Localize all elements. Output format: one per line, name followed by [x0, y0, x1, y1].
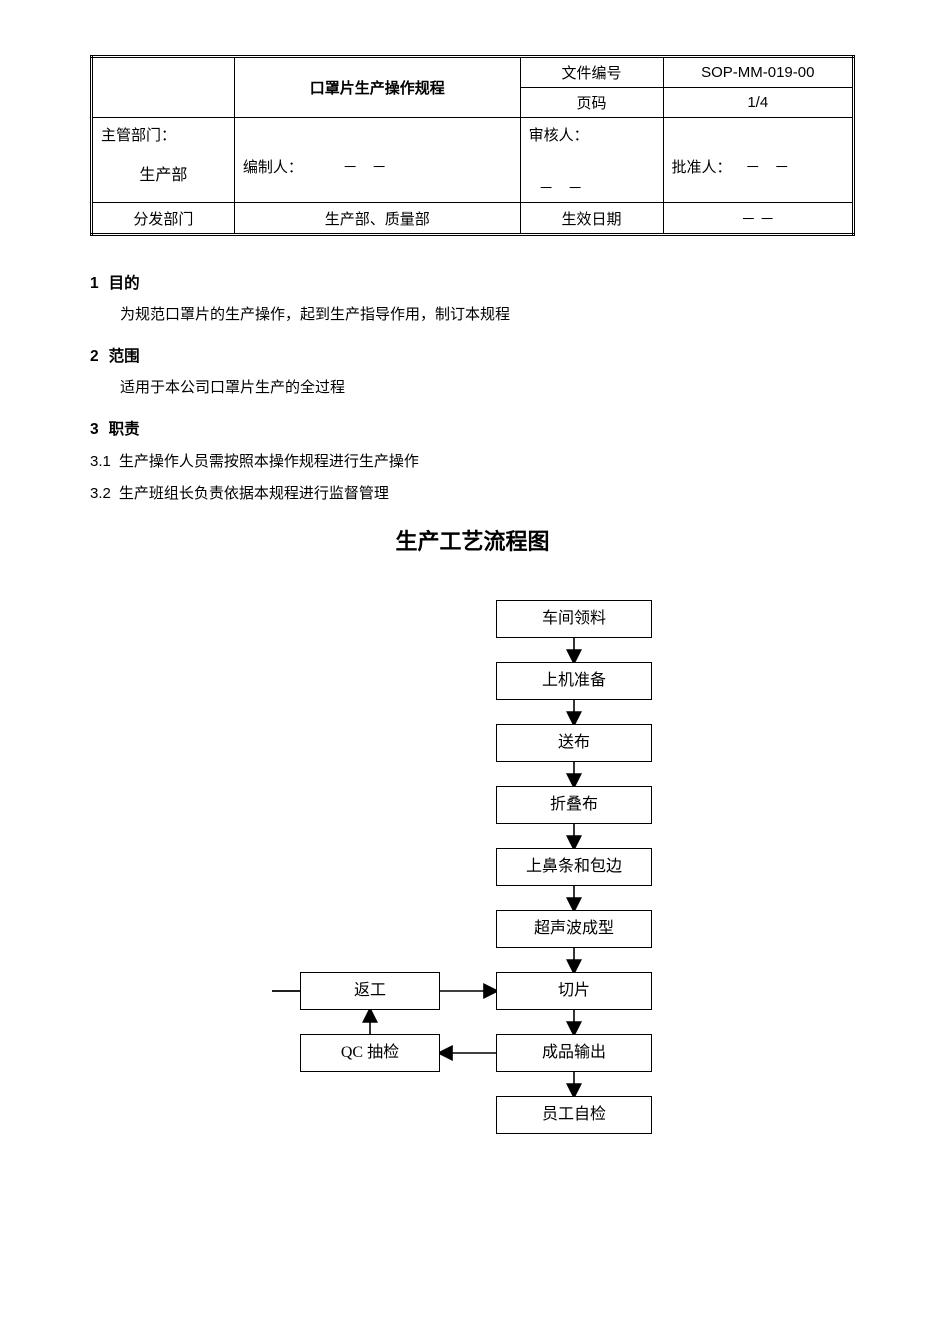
- doc-title: 口罩片生产操作规程: [234, 57, 520, 118]
- section-3-1: 3.1生产操作人员需按照本操作规程进行生产操作: [90, 450, 855, 474]
- reviewed-cell: 审核人： －－: [520, 118, 663, 203]
- flow-node-n2: 上机准备: [496, 662, 652, 700]
- flow-node-n8: 成品输出: [496, 1034, 652, 1072]
- flowchart-container: 车间领料上机准备送布折叠布上鼻条和包边超声波成型切片成品输出员工自检 QC 抽检 返…: [90, 590, 855, 1270]
- approved-label: 批准人：: [672, 160, 732, 176]
- section-1-body: 为规范口罩片的生产操作，起到生产指导作用，制订本规程: [120, 303, 855, 327]
- dist-label: 分发部门: [92, 203, 235, 235]
- section-3-1-text: 生产操作人员需按照本操作规程进行生产操作: [119, 454, 419, 470]
- section-3-2: 3.2生产班组长负责依据本规程进行监督管理: [90, 482, 855, 506]
- section-2-title: 范围: [109, 348, 140, 365]
- prepared-cell: 编制人： －－: [234, 118, 520, 203]
- page-value: 1/4: [663, 88, 854, 118]
- doc-no-value: SOP-MM-019-00: [663, 57, 854, 88]
- doc-no-label: 文件编号: [520, 57, 663, 88]
- flowchart-svg: [90, 590, 855, 1270]
- flow-node-n5: 上鼻条和包边: [496, 848, 652, 886]
- flow-node-n4: 折叠布: [496, 786, 652, 824]
- flow-node-n3: 送布: [496, 724, 652, 762]
- flow-node-n7: 切片: [496, 972, 652, 1010]
- dist-value: 生产部、质量部: [234, 203, 520, 235]
- page-label: 页码: [520, 88, 663, 118]
- prepared-dash: －－: [343, 156, 401, 177]
- dept-value: 生产部: [101, 161, 226, 185]
- flow-node-n6: 超声波成型: [496, 910, 652, 948]
- flow-node-n9: 员工自检: [496, 1096, 652, 1134]
- reviewed-label: 审核人：: [529, 128, 589, 144]
- section-1-head: 1目的: [90, 272, 855, 297]
- dept-label: 主管部门：: [101, 128, 176, 144]
- section-2-body: 适用于本公司口罩片生产的全过程: [120, 376, 855, 400]
- flow-node-qc: QC 抽检: [300, 1034, 440, 1072]
- flow-node-rw: 返工: [300, 972, 440, 1010]
- header-table: 口罩片生产操作规程 文件编号 SOP-MM-019-00 页码 1/4 主管部门…: [90, 55, 855, 236]
- section-2-head: 2范围: [90, 345, 855, 370]
- flow-node-n1: 车间领料: [496, 600, 652, 638]
- eff-value: － －: [663, 203, 854, 235]
- reviewed-dash: －－: [539, 177, 597, 198]
- eff-label: 生效日期: [520, 203, 663, 235]
- document-body: 1目的 为规范口罩片的生产操作，起到生产指导作用，制订本规程 2范围 适用于本公…: [90, 272, 855, 1270]
- section-1-title: 目的: [109, 275, 140, 292]
- prepared-label: 编制人：: [243, 160, 303, 176]
- flowchart-title: 生产工艺流程图: [90, 524, 855, 559]
- section-3-head: 3职责: [90, 418, 855, 443]
- section-3-title: 职责: [109, 421, 140, 438]
- approved-dash: －－: [745, 156, 803, 177]
- dept-cell: 主管部门： 生产部: [92, 118, 235, 203]
- section-3-2-text: 生产班组长负责依据本规程进行监督管理: [119, 486, 389, 502]
- approved-cell: 批准人： －－: [663, 118, 854, 203]
